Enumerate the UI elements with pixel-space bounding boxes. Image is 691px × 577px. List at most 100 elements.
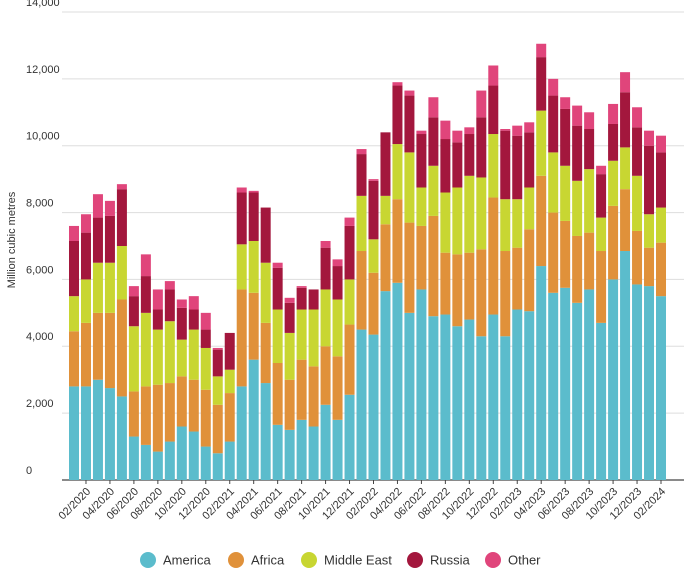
legend-label: Africa	[251, 552, 285, 567]
bar-segment	[152, 309, 163, 330]
bar-segment	[392, 199, 403, 283]
legend-swatch	[140, 552, 156, 568]
bar-segment	[272, 262, 283, 268]
bar-segment	[440, 252, 451, 315]
bar-segment	[176, 426, 187, 480]
bar-segment	[512, 199, 523, 248]
bar-segment	[320, 289, 331, 347]
bar-segment	[356, 251, 367, 330]
bar-segment	[116, 189, 127, 246]
bar-segment	[512, 309, 523, 480]
bar-segment	[596, 165, 607, 175]
legend-label: America	[163, 552, 211, 567]
bar-segment	[464, 127, 475, 135]
bar-segment	[188, 431, 199, 480]
bar-segment	[572, 235, 583, 303]
bar-segment	[464, 252, 475, 320]
bar-segment	[344, 225, 355, 280]
bar-segment	[284, 379, 295, 430]
bar-segment	[69, 225, 79, 241]
bar-segment	[632, 107, 643, 128]
bar-segment	[404, 90, 415, 96]
bar-segment	[164, 441, 175, 480]
legend-swatch	[301, 552, 317, 568]
bar-segment	[128, 286, 139, 297]
bar-segment	[284, 429, 295, 480]
bar-segment	[260, 262, 271, 323]
bar-segment	[644, 130, 655, 146]
bar-segment	[392, 144, 403, 200]
bar-segment	[632, 127, 643, 176]
bar-segment	[524, 132, 535, 188]
bar-segment	[620, 189, 631, 252]
bar-segment	[104, 200, 115, 216]
bar-segment	[392, 82, 403, 86]
bar-segment	[380, 132, 391, 196]
bar-segment	[272, 309, 283, 363]
bar-segment	[236, 289, 247, 387]
bar-segment	[452, 254, 463, 327]
bar-segment	[308, 426, 319, 480]
bar-segment	[164, 289, 175, 322]
bar-segment	[308, 366, 319, 427]
bar-segment	[488, 314, 499, 480]
bar-segment	[176, 307, 187, 340]
bar-segment	[188, 329, 199, 380]
bar-segment	[368, 180, 379, 240]
bar-segment	[224, 441, 235, 480]
bar-segment	[92, 379, 103, 480]
bar-segment	[320, 240, 331, 248]
bar-segment	[176, 299, 187, 308]
bar-segment	[368, 239, 379, 273]
bar-segment	[608, 205, 619, 280]
bar-segment	[212, 347, 223, 350]
bar-segment	[92, 194, 103, 218]
bar-segment	[392, 85, 403, 145]
bar-segment	[200, 446, 211, 480]
bar-segment	[308, 289, 319, 310]
bar-segment	[476, 249, 487, 337]
bar-segment	[428, 97, 439, 118]
bar-segment	[176, 376, 187, 427]
bar-segment	[284, 332, 295, 380]
bar-segment	[656, 135, 666, 153]
bar-segment	[164, 281, 175, 290]
bar-segment	[584, 289, 595, 480]
bar-segment	[224, 369, 235, 394]
bar-segment	[512, 247, 523, 310]
bar-segment	[320, 346, 331, 405]
bar-segment	[572, 105, 583, 126]
legend-label: Russia	[430, 552, 471, 567]
y-tick-label: 6,000	[26, 264, 54, 276]
bar-segment	[464, 134, 475, 176]
bar-segment	[536, 110, 547, 176]
bar-segment	[620, 92, 631, 148]
bar-segment	[608, 123, 619, 161]
bar-segment	[212, 376, 223, 405]
bar-segment	[596, 322, 607, 480]
bar-segment	[656, 207, 666, 243]
bar-segment	[272, 267, 283, 310]
bar-segment	[80, 386, 91, 480]
bar-segment	[296, 419, 307, 480]
bar-segment	[212, 453, 223, 480]
bar-segment	[248, 240, 259, 293]
bar-segment	[248, 359, 259, 480]
bar-segment	[296, 359, 307, 420]
bar-segment	[344, 217, 355, 226]
bar-segment	[320, 404, 331, 480]
bar-segment	[332, 356, 343, 420]
bar-segment	[344, 324, 355, 395]
bar-segment	[284, 302, 295, 333]
bar-segment	[428, 165, 439, 216]
bar-segment	[92, 262, 103, 313]
bar-segment	[452, 187, 463, 255]
y-tick-label: 10,000	[26, 131, 60, 143]
legend-swatch	[407, 552, 423, 568]
bar-segment	[524, 122, 535, 133]
bar-segment	[260, 383, 271, 480]
bar-segment	[116, 396, 127, 480]
bar-segment	[80, 232, 91, 280]
bar-segment	[368, 272, 379, 335]
